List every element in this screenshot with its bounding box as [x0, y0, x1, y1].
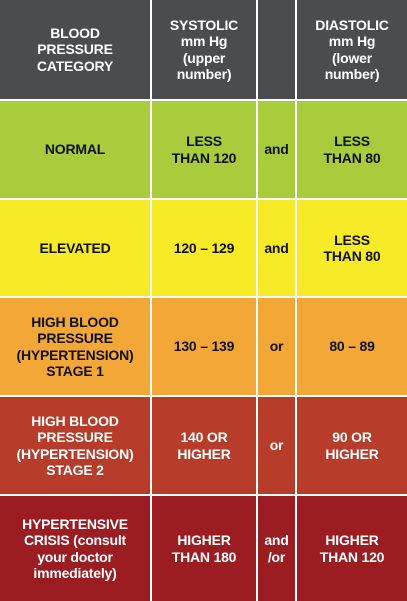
row-normal-connector: and [258, 101, 297, 200]
row-elevated-connector: and [258, 200, 297, 298]
row-stage2-category: HIGH BLOOD PRESSURE (HYPERTENSION) STAGE… [0, 397, 152, 496]
row-stage2-systolic: 140 OR HIGHER [152, 397, 258, 496]
row-crisis-connector: and /or [258, 496, 297, 601]
row-normal-systolic: LESS THAN 120 [152, 101, 258, 200]
header-systolic: SYSTOLIC mm Hg (upper number) [152, 0, 258, 101]
row-normal-category: NORMAL [0, 101, 152, 200]
row-stage1-category: HIGH BLOOD PRESSURE (HYPERTENSION) STAGE… [0, 298, 152, 397]
row-stage2-connector: or [258, 397, 297, 496]
row-stage1-diastolic: 80 – 89 [297, 298, 407, 397]
row-normal-diastolic: LESS THAN 80 [297, 101, 407, 200]
row-stage2-diastolic: 90 OR HIGHER [297, 397, 407, 496]
row-elevated-category: ELEVATED [0, 200, 152, 298]
header-diastolic: DIASTOLIC mm Hg (lower number) [297, 0, 407, 101]
row-crisis-category: HYPERTENSIVE CRISIS (consult your doctor… [0, 496, 152, 601]
header-connector [258, 0, 297, 101]
header-category: BLOOD PRESSURE CATEGORY [0, 0, 152, 101]
row-stage1-systolic: 130 – 139 [152, 298, 258, 397]
row-crisis-systolic: HIGHER THAN 180 [152, 496, 258, 601]
row-elevated-diastolic: LESS THAN 80 [297, 200, 407, 298]
row-crisis-diastolic: HIGHER THAN 120 [297, 496, 407, 601]
row-elevated-systolic: 120 – 129 [152, 200, 258, 298]
row-stage1-connector: or [258, 298, 297, 397]
